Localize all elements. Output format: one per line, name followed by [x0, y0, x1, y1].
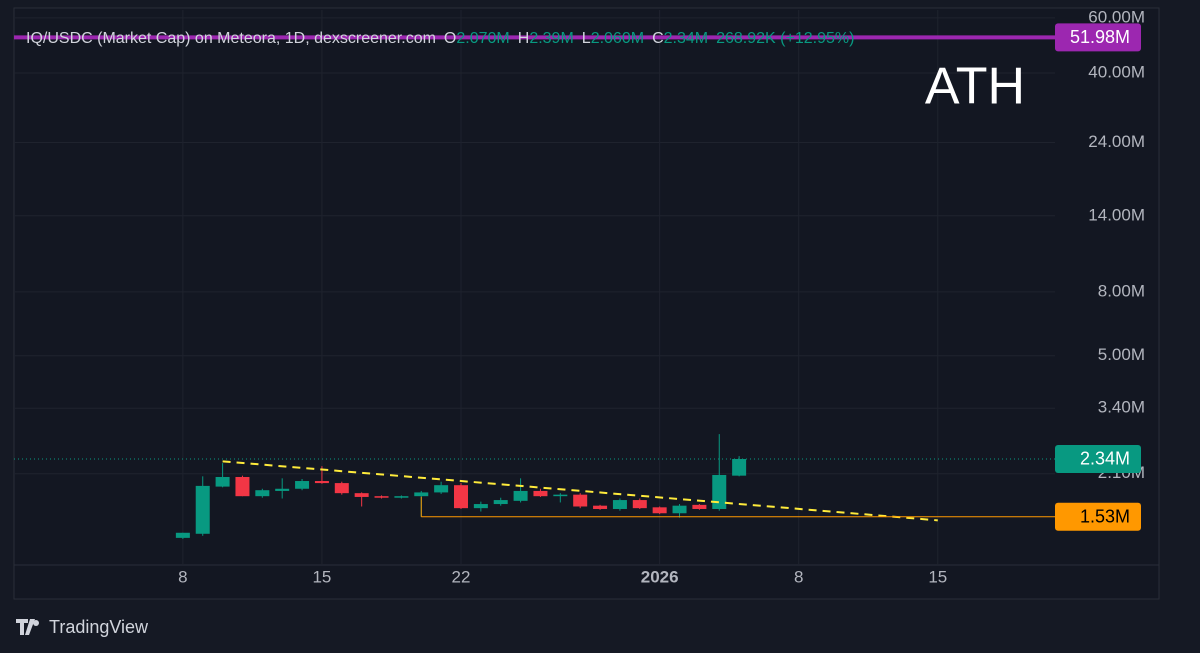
candle-body — [334, 483, 349, 494]
symbol: IQ/USDC (Market Cap) on Meteora, 1D, dex… — [26, 30, 436, 47]
y-tick-label: 3.40M — [1098, 398, 1145, 417]
annotation: ATH — [925, 58, 1025, 116]
y-tick-label: 60.00M — [1088, 7, 1145, 26]
x-tick-label: 8 — [794, 567, 803, 586]
y-tick-label: 24.00M — [1088, 132, 1145, 151]
candle-body — [374, 496, 389, 498]
candle-body — [632, 500, 647, 509]
c-label: C — [652, 30, 664, 47]
candle-body — [692, 504, 707, 509]
candle-body — [593, 505, 608, 509]
candle-body — [434, 485, 449, 493]
h-label: H — [518, 30, 530, 47]
c-value: 2.34M — [664, 30, 708, 47]
candle-body — [453, 485, 468, 509]
l-label: L — [582, 30, 591, 47]
trendline — [222, 460, 938, 522]
h-value: 2.39M — [529, 30, 573, 47]
candle-body — [414, 492, 429, 497]
marks — [14, 35, 1055, 539]
candle-body — [354, 493, 369, 497]
candle-body — [215, 476, 230, 487]
price-label: 1.53M — [1080, 507, 1130, 527]
grid — [14, 10, 1055, 565]
candle-body — [255, 490, 270, 497]
brand-logo: TradingView — [16, 617, 149, 637]
candle-body — [573, 494, 588, 507]
price-label: 2.34M — [1080, 449, 1130, 469]
candle-body — [652, 507, 667, 514]
logo-mark — [16, 619, 35, 635]
y-tick-label: 40.00M — [1088, 63, 1145, 82]
x-tick-label: 15 — [928, 567, 947, 586]
brand: TradingView — [49, 617, 149, 637]
candle-body — [195, 485, 210, 534]
candle-body — [295, 481, 310, 489]
candle-body — [712, 475, 727, 509]
candle-body — [612, 500, 627, 509]
candle-body — [732, 458, 747, 476]
y-tick-label: 14.00M — [1088, 205, 1145, 224]
candle-body — [394, 496, 409, 498]
logo-dot — [33, 620, 39, 626]
candle-body — [275, 488, 290, 491]
candle-body — [493, 500, 508, 505]
candle-body — [473, 504, 488, 509]
o-value: 2.070M — [456, 30, 509, 47]
x-tick-label: 2026 — [641, 567, 679, 586]
x-tick-label: 22 — [452, 567, 471, 586]
candle-body — [175, 532, 190, 538]
candle-body — [533, 490, 548, 497]
candle-body — [553, 494, 568, 497]
change: 268.92K (+12.95%) — [716, 30, 854, 47]
x-tick-label: 8 — [178, 567, 187, 586]
price-label-box — [1055, 502, 1141, 531]
y-tick-label: 8.00M — [1098, 281, 1145, 300]
l-value: 2.060M — [591, 30, 644, 47]
header: IQ/USDC (Market Cap) on Meteora, 1D, dex… — [26, 30, 854, 47]
o-label: O — [444, 30, 456, 47]
price-label-box — [1055, 23, 1141, 52]
candle-body — [672, 505, 687, 514]
candle-body — [314, 481, 329, 484]
price-label-box — [1055, 444, 1141, 473]
y-tick-label: 5.00M — [1098, 345, 1145, 364]
candle-body — [235, 476, 250, 497]
price-label: 51.98M — [1070, 27, 1130, 47]
candle-body — [513, 490, 528, 501]
x-tick-label: 15 — [312, 567, 331, 586]
